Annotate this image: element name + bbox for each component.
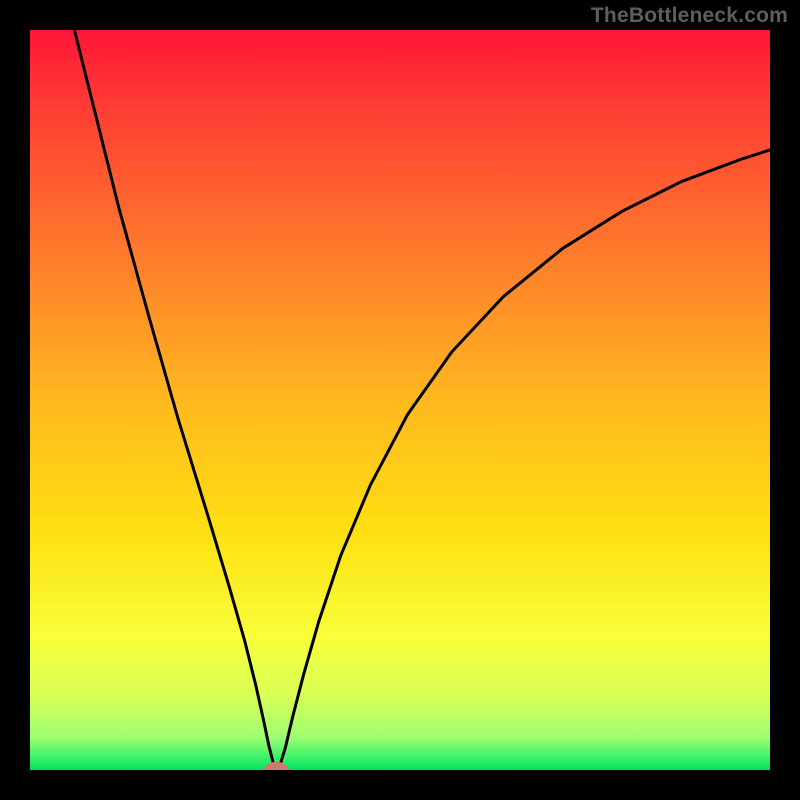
bottleneck-chart [0, 0, 800, 800]
watermark-text: TheBottleneck.com [591, 4, 788, 28]
plot-background [30, 30, 770, 770]
chart-container: TheBottleneck.com [0, 0, 800, 800]
